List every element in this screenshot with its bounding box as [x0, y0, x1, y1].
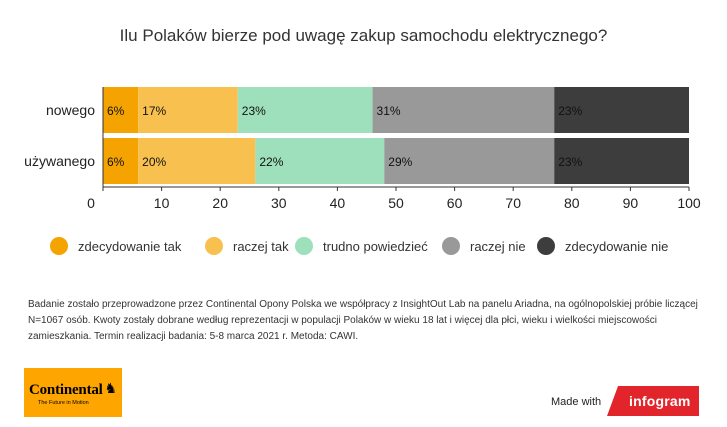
x-tick-label-7: 70	[505, 195, 521, 211]
legend-swatch-icon	[442, 237, 460, 255]
bar-segment-0-0	[103, 87, 139, 133]
legend-swatch-icon	[205, 237, 223, 255]
legend-item-1[interactable]: raczej tak	[205, 237, 289, 255]
logo-name: Continental	[29, 382, 103, 398]
legend-item-0[interactable]: zdecydowanie tak	[50, 237, 181, 255]
bar-segment-0-3	[372, 87, 555, 133]
x-tick-label-1: 10	[154, 195, 170, 211]
chart-title: Ilu Polaków bierze pod uwagę zakup samoc…	[119, 26, 608, 45]
data-label-1-1: 20%	[142, 155, 166, 169]
legend-label: raczej nie	[470, 238, 526, 254]
x-tick-label-3: 30	[271, 195, 287, 211]
legend-item-2[interactable]: trudno powiedzieć	[295, 237, 428, 255]
infogram-logo-text: infogram	[629, 393, 691, 409]
x-tick-label-4: 40	[330, 195, 346, 211]
continental-logo[interactable]: Continental ♞ The Future in Motion	[24, 368, 122, 417]
bar-segment-1-2	[255, 138, 385, 184]
bar-segment-1-0	[103, 138, 139, 184]
legend-swatch-icon	[50, 237, 68, 255]
x-tick-label-2: 20	[212, 195, 228, 211]
data-label-0-3: 31%	[377, 104, 401, 118]
legend-swatch-icon	[295, 237, 313, 255]
legend-item-4[interactable]: zdecydowanie nie	[537, 237, 668, 255]
data-label-0-2: 23%	[242, 104, 266, 118]
legend-label: trudno powiedzieć	[323, 238, 428, 254]
stacked-bar-chart: nowego 6% 17% 23% 31% 23% używanego 6% 20% 22% 29%…	[24, 87, 701, 211]
survey-footnote: Badanie zostało przeprowadzone przez Con…	[28, 299, 698, 342]
x-tick-label-10: 100	[677, 195, 701, 211]
legend-label: zdecydowanie tak	[78, 238, 182, 254]
bar-segment-0-1	[138, 87, 238, 133]
data-label-0-1: 17%	[142, 104, 166, 118]
category-label-1: używanego	[24, 153, 95, 169]
made-with-label: Made with	[551, 396, 602, 408]
data-label-1-2: 22%	[259, 155, 283, 169]
bar-segment-1-4	[554, 138, 689, 184]
bar-segment-0-2	[237, 87, 373, 133]
data-label-1-3: 29%	[388, 155, 412, 169]
category-label-0: nowego	[46, 102, 95, 118]
legend-label: raczej tak	[233, 238, 289, 254]
data-label-0-0: 6%	[107, 104, 125, 118]
data-label-1-4: 23%	[558, 155, 582, 169]
bar-segment-1-1	[138, 138, 256, 184]
legend-item-3[interactable]: raczej nie	[442, 237, 526, 255]
x-tick-label-0: 0	[87, 195, 95, 211]
logo-tagline: The Future in Motion	[38, 400, 89, 406]
chart-legend: zdecydowanie tak raczej tak trudno powiedz…	[50, 237, 710, 257]
bar-segment-0-4	[554, 87, 689, 133]
legend-label: zdecydowanie nie	[565, 238, 669, 254]
infogram-badge[interactable]: infogram	[607, 386, 699, 416]
data-label-1-0: 6%	[107, 155, 125, 169]
x-tick-label-9: 90	[623, 195, 639, 211]
x-tick-label-6: 60	[447, 195, 463, 211]
bar-segment-1-3	[384, 138, 555, 184]
x-tick-label-5: 50	[388, 195, 404, 211]
data-label-0-4: 23%	[558, 104, 582, 118]
horse-icon: ♞	[104, 380, 117, 396]
x-tick-label-8: 80	[564, 195, 580, 211]
legend-swatch-icon	[537, 237, 555, 255]
